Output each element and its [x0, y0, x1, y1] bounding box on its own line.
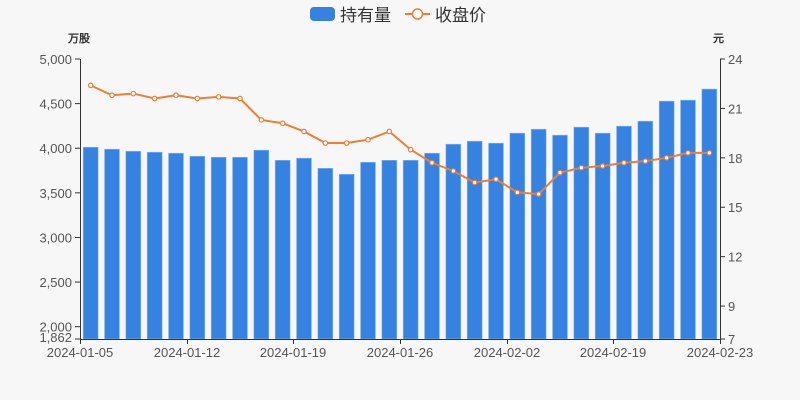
bar[interactable]: [168, 152, 184, 340]
left-axis-tick-label: 2,000: [39, 320, 72, 335]
right-axis-tick-label: 15: [728, 200, 742, 215]
price-point[interactable]: [343, 140, 350, 146]
price-point[interactable]: [237, 95, 243, 102]
bar[interactable]: [296, 157, 312, 340]
price-point[interactable]: [173, 92, 179, 99]
x-axis-tick-label: 2024-02-23: [687, 345, 754, 360]
bar[interactable]: [104, 148, 120, 340]
bar[interactable]: [317, 168, 334, 340]
bar[interactable]: [658, 100, 675, 340]
left-axis-tick-label: 4,000: [39, 141, 72, 156]
legend-label-close-price: 收盘价: [435, 6, 486, 26]
legend-item-holdings[interactable]: 持有量: [310, 6, 391, 26]
bar[interactable]: [509, 132, 526, 340]
left-axis-tick-label: 2,500: [39, 275, 72, 290]
price-point[interactable]: [599, 163, 606, 169]
price-point[interactable]: [365, 136, 371, 143]
left-axis-tick-label: 1,862: [39, 330, 72, 345]
x-axis-tick-label: 2024-01-12: [154, 345, 221, 360]
bar[interactable]: [466, 140, 483, 340]
x-axis-tick-label: 2024-01-26: [367, 345, 434, 360]
bar[interactable]: [146, 151, 163, 340]
price-point[interactable]: [557, 169, 563, 176]
price-point[interactable]: [407, 146, 414, 153]
price-point[interactable]: [258, 117, 265, 123]
bar[interactable]: [189, 155, 206, 340]
price-point[interactable]: [279, 120, 286, 127]
line-marker-icon: [411, 8, 424, 20]
price-point[interactable]: [450, 168, 457, 174]
bar[interactable]: [210, 156, 227, 340]
bar[interactable]: [125, 150, 142, 340]
bar[interactable]: [424, 152, 440, 340]
bar-series-holdings: [82, 88, 718, 340]
bar[interactable]: [573, 126, 590, 340]
left-axis-tick-label: 3,000: [39, 230, 72, 245]
price-point[interactable]: [301, 128, 307, 135]
x-axis-tick-label: 2024-02-02: [474, 345, 541, 360]
price-point[interactable]: [386, 128, 393, 135]
price-point[interactable]: [87, 82, 94, 89]
price-point[interactable]: [621, 159, 627, 166]
bar[interactable]: [381, 159, 398, 340]
right-y-axis: 24 21 18 15 12 9 7: [720, 52, 742, 347]
bar[interactable]: [530, 128, 547, 340]
right-axis-tick-label: 18: [728, 151, 742, 166]
legend-item-close-price[interactable]: 收盘价: [405, 6, 486, 26]
bar-swatch-icon: [310, 7, 335, 21]
price-point[interactable]: [642, 158, 649, 164]
right-axis-unit: 元: [713, 32, 724, 45]
right-axis-tick-label: 21: [728, 101, 742, 116]
right-axis-tick-label: 24: [728, 52, 742, 67]
price-point[interactable]: [215, 94, 222, 100]
price-point[interactable]: [663, 155, 670, 161]
bar[interactable]: [360, 161, 376, 340]
bar[interactable]: [552, 134, 568, 340]
bar[interactable]: [338, 173, 355, 340]
legend-label-holdings: 持有量: [340, 6, 391, 26]
price-point[interactable]: [685, 150, 691, 156]
bar[interactable]: [637, 120, 654, 340]
right-axis-tick-label: 9: [728, 299, 735, 314]
x-axis-tick-label: 2024-02-19: [580, 345, 647, 360]
x-axis: 2024-01-05 2024-01-12 2024-01-19 2024-01-26…: [47, 339, 754, 360]
bar[interactable]: [402, 159, 419, 340]
bar[interactable]: [701, 88, 718, 340]
left-axis-unit: 万股: [67, 32, 91, 45]
legend: 持有量 收盘价: [310, 6, 486, 26]
right-axis-tick-label: 12: [728, 250, 742, 265]
bar[interactable]: [488, 142, 504, 340]
price-point[interactable]: [706, 150, 713, 156]
left-axis-tick-label: 5,000: [39, 52, 72, 67]
bar[interactable]: [274, 159, 291, 340]
price-line: [90, 84, 710, 196]
price-point[interactable]: [194, 95, 201, 102]
right-axis-tick-label: 7: [728, 332, 735, 347]
price-point[interactable]: [429, 159, 435, 166]
price-point[interactable]: [471, 179, 478, 186]
bar[interactable]: [82, 146, 99, 340]
bar[interactable]: [680, 99, 696, 340]
price-point[interactable]: [535, 191, 542, 197]
x-axis-tick-label: 2024-01-19: [260, 345, 327, 360]
price-point[interactable]: [109, 92, 115, 99]
left-axis-tick-label: 4,500: [39, 97, 72, 112]
left-axis-tick-label: 3,500: [39, 186, 72, 201]
price-point[interactable]: [493, 176, 499, 183]
price-point[interactable]: [151, 95, 158, 102]
price-point[interactable]: [514, 189, 521, 196]
price-point[interactable]: [322, 140, 329, 146]
bar[interactable]: [253, 149, 270, 340]
price-point[interactable]: [130, 90, 137, 97]
x-axis-tick-label: 2024-01-05: [47, 345, 114, 360]
bar[interactable]: [232, 156, 248, 340]
bar[interactable]: [616, 125, 632, 340]
line-series-close-price: [87, 82, 713, 197]
price-point[interactable]: [578, 164, 585, 171]
